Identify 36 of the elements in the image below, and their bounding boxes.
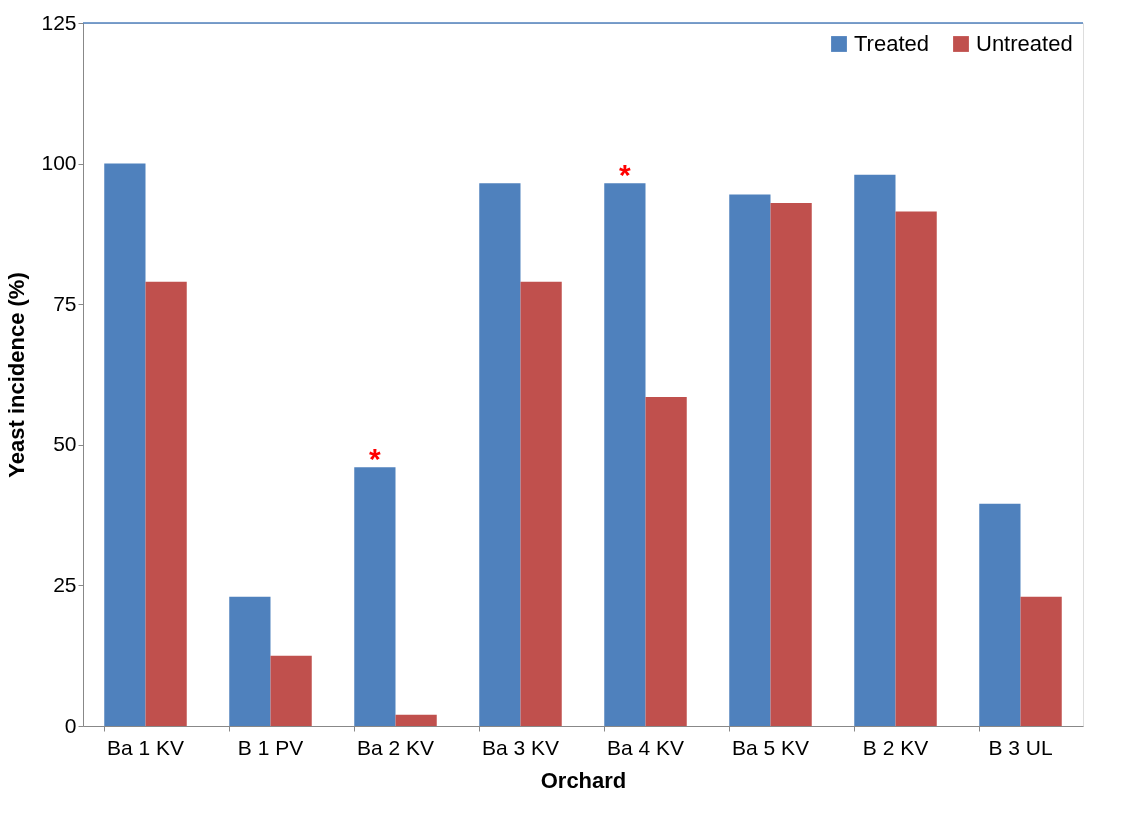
y-tick-label: 50 [53, 432, 77, 456]
bar [145, 281, 187, 726]
x-axis-title: Orchard [540, 767, 627, 793]
legend-label: Treated [854, 31, 930, 56]
x-tick-label: B 3 UL [988, 735, 1053, 759]
bar [270, 655, 312, 726]
x-tick-label: Ba 1 KV [106, 735, 185, 759]
bar [479, 183, 521, 726]
bar [729, 194, 771, 726]
bar [354, 467, 396, 726]
y-tick-label: 125 [41, 10, 77, 34]
x-tick-label: Ba 3 KV [481, 735, 560, 759]
y-tick-label: 100 [41, 151, 77, 175]
y-tick-label: 0 [64, 713, 77, 737]
annotation: * [619, 158, 632, 192]
x-tick-label: Ba 2 KV [356, 735, 435, 759]
legend-label: Untreated [976, 31, 1073, 56]
y-tick-label: 25 [53, 572, 77, 596]
bar [854, 174, 896, 726]
bar [645, 397, 687, 726]
bar [604, 183, 646, 726]
bar [395, 714, 437, 726]
y-tick-label: 75 [53, 291, 77, 315]
x-tick-label: B 2 KV [862, 735, 929, 759]
y-axis-title: Yeast incidence (%) [4, 272, 30, 478]
x-tick-label: Ba 5 KV [731, 735, 810, 759]
bar [979, 503, 1021, 726]
x-tick-label: Ba 4 KV [606, 735, 685, 759]
x-tick-label: B 1 PV [237, 735, 304, 759]
bar [229, 596, 271, 726]
bar [104, 163, 146, 726]
bar [1020, 596, 1062, 726]
bar [770, 202, 812, 726]
bar [520, 281, 562, 726]
annotation: * [369, 442, 382, 476]
bar [895, 211, 937, 726]
